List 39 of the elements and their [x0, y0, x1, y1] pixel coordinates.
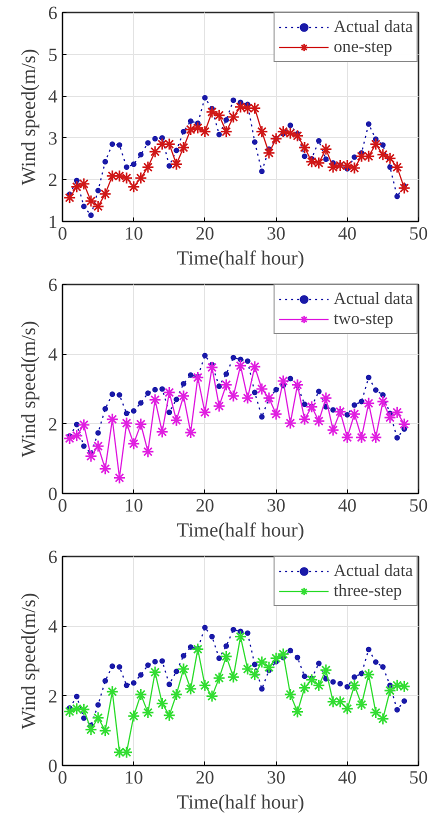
y-axis-title: Wind speed(m/s): [18, 48, 40, 186]
x-tick-label: 30: [266, 224, 286, 244]
x-tick-label: 10: [124, 496, 144, 516]
y-tick-label: 1: [48, 212, 58, 233]
legend-label: one-step: [334, 37, 392, 57]
y-tick-label: 4: [48, 86, 58, 108]
y-tick-label: 2: [48, 414, 58, 436]
x-tick-label: 30: [266, 768, 286, 788]
x-tick-label: 20: [196, 496, 214, 516]
y-tick-label: 2: [48, 170, 58, 192]
x-tick-label: 30: [266, 496, 286, 516]
x-tick-label: 50: [409, 224, 428, 244]
x-axis-title: Time(half hour): [176, 248, 304, 270]
x-tick-label: 50: [409, 496, 428, 516]
x-tick-label: 10: [124, 768, 144, 788]
y-tick-label: 2: [48, 686, 58, 708]
y-axis-title: Wind speed(m/s): [18, 320, 40, 458]
x-axis-title: Time(half hour): [176, 520, 304, 542]
y-tick-label: 5: [48, 44, 58, 66]
legend-label: two-step: [334, 309, 394, 329]
y-tick-label: 6: [48, 275, 58, 296]
x-tick-label: 20: [196, 224, 214, 244]
x-tick-label: 50: [409, 768, 428, 788]
legend-label: Actual data: [334, 289, 413, 309]
y-axis-title: Wind speed(m/s): [18, 592, 40, 730]
legend-label: Actual data: [334, 561, 413, 581]
x-tick-label: 10: [124, 224, 144, 244]
x-tick-label: 40: [338, 224, 357, 244]
x-tick-label: 40: [338, 496, 357, 516]
y-tick-label: 3: [48, 128, 58, 150]
x-tick-label: 20: [196, 768, 214, 788]
y-tick-label: 6: [48, 547, 58, 568]
y-tick-label: 6: [48, 3, 58, 24]
y-tick-label: 4: [48, 344, 58, 366]
y-tick-label: 4: [48, 616, 58, 638]
x-tick-label: 40: [338, 768, 357, 788]
legend-label: three-step: [334, 581, 402, 601]
x-axis-title: Time(half hour): [176, 792, 304, 814]
legend-label: Actual data: [334, 17, 413, 37]
